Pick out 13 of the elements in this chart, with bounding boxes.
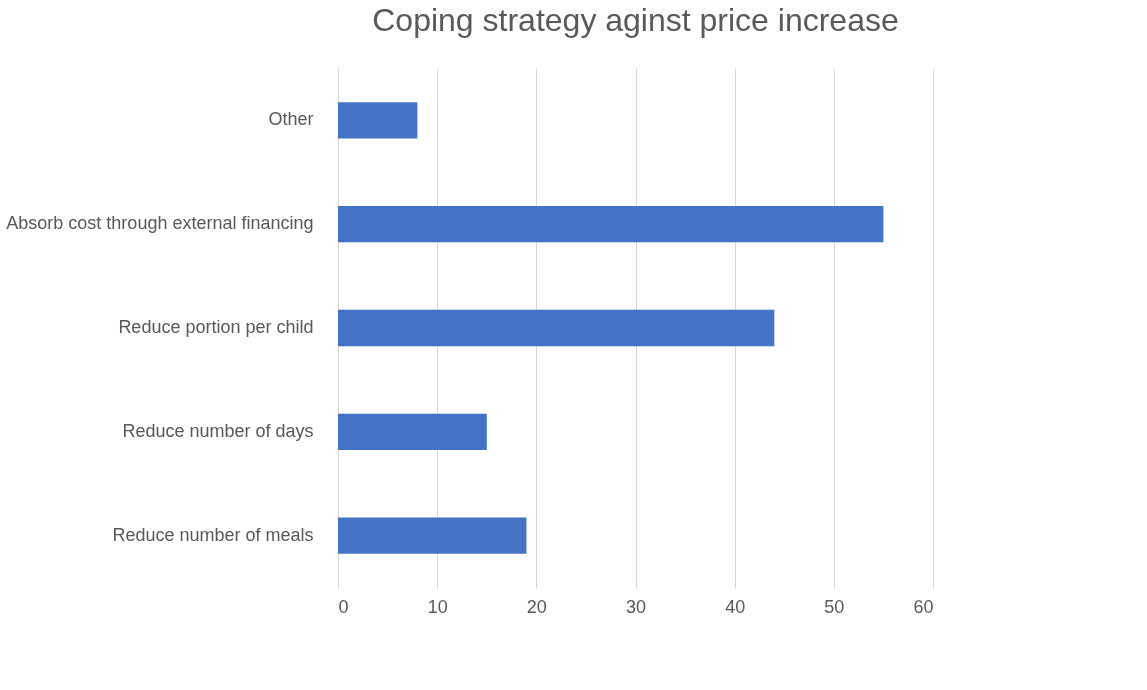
y-tick-label: Reduce number of days — [122, 420, 314, 441]
y-tick-label: Reduce number of meals — [112, 524, 314, 545]
chart-title: Coping strategy aginst price increase — [372, 2, 899, 38]
x-tick-label: 60 — [913, 596, 934, 617]
x-tick-label: 30 — [625, 596, 647, 617]
x-tick-label: 40 — [725, 596, 746, 617]
x-tick-label: 10 — [427, 596, 448, 617]
y-tick-label: Other — [268, 109, 314, 130]
y-tick-label: Absorb cost through external financing — [6, 213, 314, 234]
x-tick-label: 20 — [526, 596, 547, 617]
x-tick-label: 50 — [824, 596, 845, 617]
y-tick-label: Reduce portion per child — [118, 317, 314, 337]
x-tick-label: 0 — [338, 596, 349, 617]
